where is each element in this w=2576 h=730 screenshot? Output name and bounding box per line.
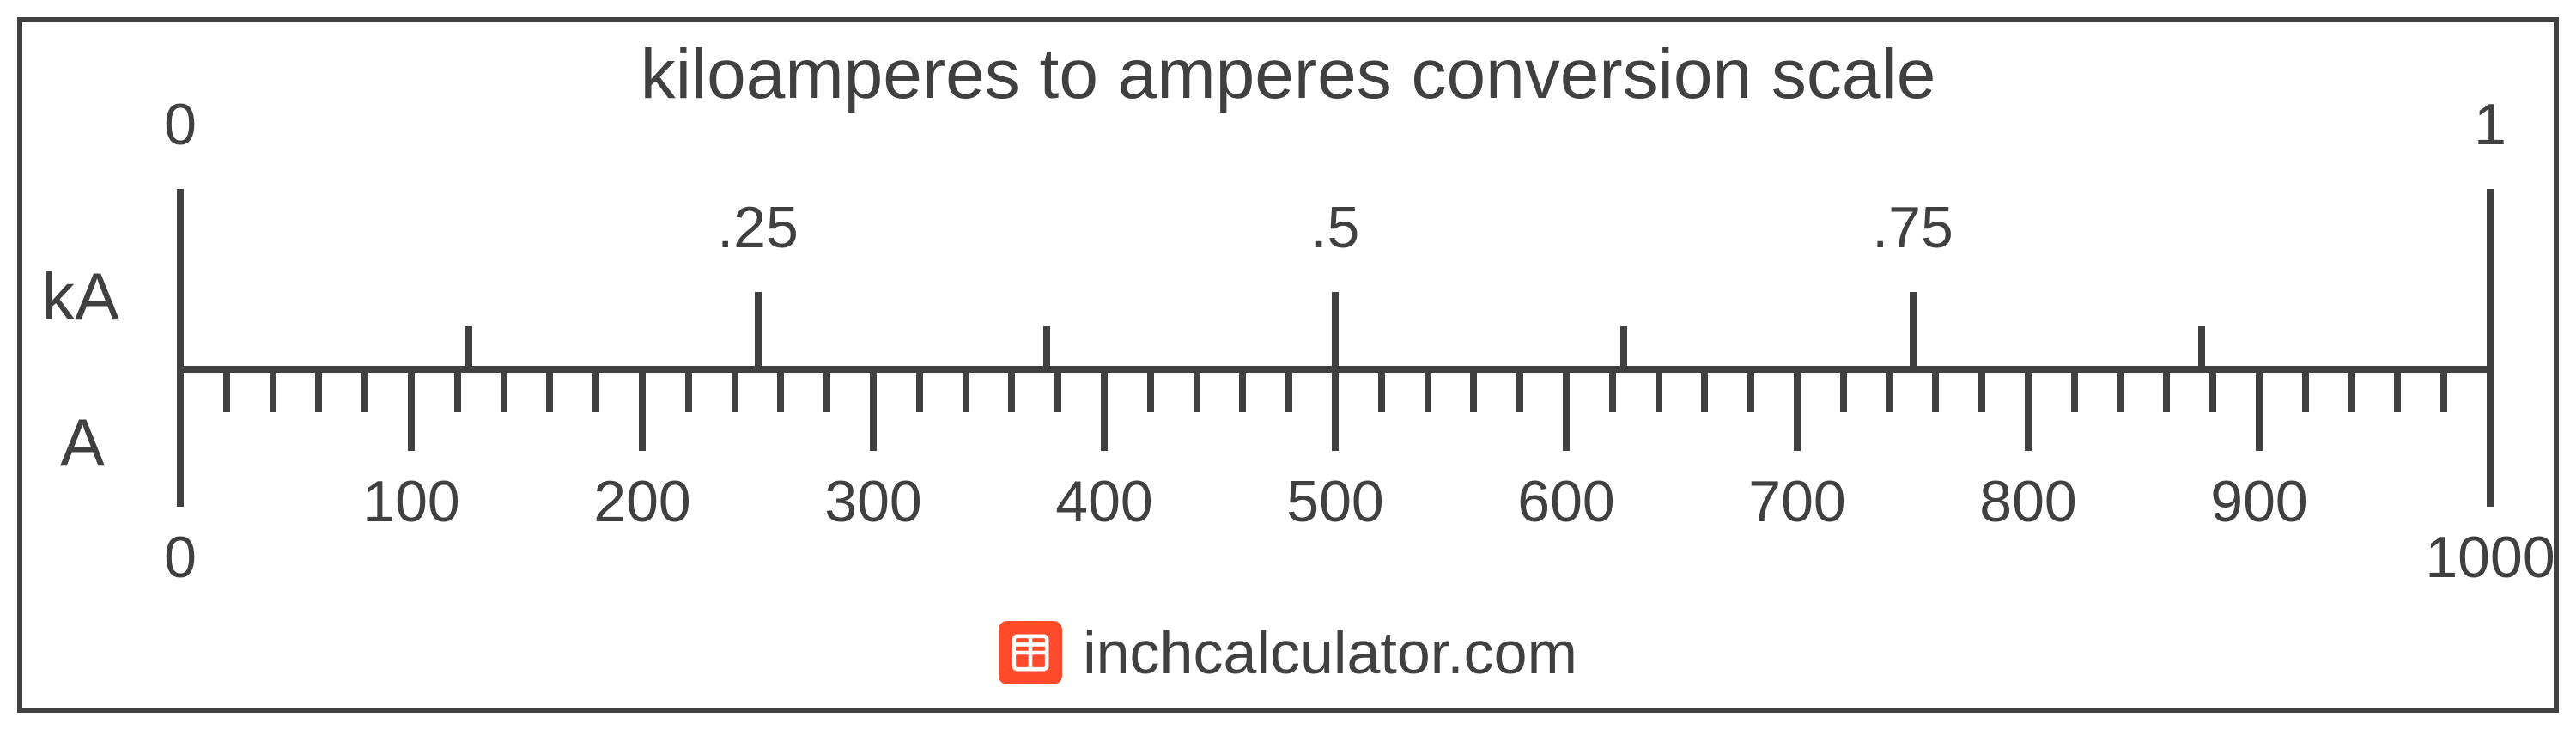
tick-label-bottom: 300 — [824, 468, 921, 535]
tick-bottom — [870, 369, 877, 451]
tick-bottom — [1516, 369, 1523, 412]
tick-bottom — [2071, 369, 2078, 412]
tick-bottom — [1886, 369, 1893, 412]
tick-label-top: .5 — [1311, 194, 1360, 261]
tick-bottom — [963, 369, 969, 412]
tick-top — [2198, 326, 2205, 369]
tick-label-bottom: 700 — [1748, 468, 1845, 535]
tick-bottom — [1425, 369, 1431, 412]
tick-bottom — [1609, 369, 1616, 412]
tick-top — [1043, 326, 1050, 369]
tick-label-bottom: 400 — [1055, 468, 1152, 535]
tick-bottom — [270, 369, 276, 412]
tick-top — [1910, 292, 1917, 369]
tick-bottom — [2440, 369, 2447, 412]
tick-bottom — [1470, 369, 1477, 412]
tick-label-bottom: 1000 — [2425, 524, 2555, 591]
tick-bottom — [223, 369, 230, 412]
tick-bottom — [408, 369, 415, 451]
footer: inchcalculator.com — [0, 618, 2576, 687]
tick-bottom — [177, 369, 184, 507]
tick-top — [1620, 326, 1627, 369]
tick-bottom — [1794, 369, 1801, 451]
tick-bottom — [1147, 369, 1154, 412]
tick-label-bottom: 800 — [1979, 468, 2076, 535]
tick-bottom — [1285, 369, 1292, 412]
tick-bottom — [501, 369, 507, 412]
tick-bottom — [1054, 369, 1061, 412]
tick-top — [465, 326, 472, 369]
tick-bottom — [823, 369, 830, 412]
tick-label-bottom: 900 — [2210, 468, 2307, 535]
tick-bottom — [1747, 369, 1754, 412]
tick-label-top: 1 — [2474, 91, 2506, 158]
tick-bottom — [1563, 369, 1570, 451]
tick-bottom — [1332, 369, 1339, 451]
tick-bottom — [1840, 369, 1847, 412]
tick-label-bottom: 200 — [593, 468, 690, 535]
tick-bottom — [2025, 369, 2032, 451]
tick-label-top: 0 — [164, 91, 197, 158]
tick-label-top: .25 — [717, 194, 799, 261]
tick-label-bottom: 0 — [164, 524, 197, 591]
tick-bottom — [1378, 369, 1385, 412]
tick-bottom — [592, 369, 599, 412]
tick-bottom — [639, 369, 646, 451]
tick-label-top: .75 — [1872, 194, 1953, 261]
tick-bottom — [2117, 369, 2124, 412]
tick-bottom — [2163, 369, 2170, 412]
tick-bottom — [1239, 369, 1246, 412]
tick-bottom — [916, 369, 923, 412]
tick-bottom — [546, 369, 553, 412]
tick-bottom — [2209, 369, 2216, 412]
tick-bottom — [685, 369, 692, 412]
tick-bottom — [315, 369, 322, 412]
tick-bottom — [2348, 369, 2355, 412]
tick-bottom — [2256, 369, 2263, 451]
footer-site-text: inchcalculator.com — [1083, 618, 1577, 687]
tick-bottom — [1656, 369, 1662, 412]
tick-bottom — [777, 369, 784, 412]
calculator-grid-icon — [999, 621, 1062, 684]
tick-bottom — [732, 369, 738, 412]
tick-bottom — [1932, 369, 1939, 412]
tick-bottom — [1978, 369, 1985, 412]
tick-bottom — [454, 369, 461, 412]
tick-bottom — [2394, 369, 2401, 412]
tick-label-bottom: 600 — [1517, 468, 1614, 535]
tick-label-bottom: 500 — [1286, 468, 1383, 535]
tick-bottom — [1101, 369, 1108, 451]
tick-bottom — [2302, 369, 2309, 412]
tick-bottom — [1194, 369, 1200, 412]
tick-bottom — [2487, 369, 2494, 507]
tick-top — [755, 292, 762, 369]
tick-top — [2487, 189, 2494, 369]
tick-top — [1332, 292, 1339, 369]
tick-bottom — [361, 369, 368, 412]
tick-top — [177, 189, 184, 369]
tick-bottom — [1701, 369, 1708, 412]
tick-label-bottom: 100 — [362, 468, 459, 535]
tick-bottom — [1008, 369, 1015, 412]
